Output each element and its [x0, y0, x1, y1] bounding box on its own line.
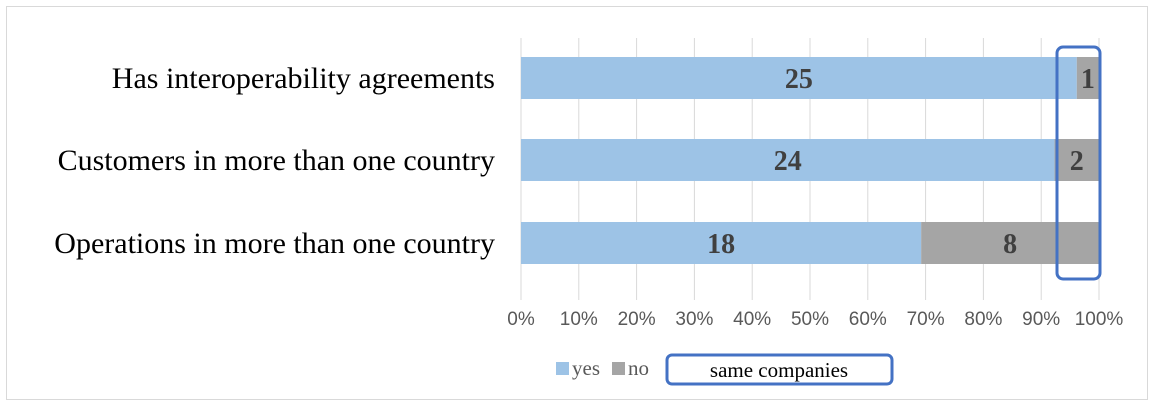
- x-tick-label: 10%: [560, 309, 598, 330]
- data-label: 1: [1081, 64, 1095, 95]
- bar-no: [1054, 139, 1099, 181]
- x-tick-label: 0%: [507, 309, 535, 330]
- category-label: Customers in more than one country: [58, 144, 495, 177]
- x-tick-label: 80%: [964, 309, 1002, 330]
- x-tick-label: 100%: [1075, 309, 1124, 330]
- legend-swatch-no: [612, 362, 625, 375]
- category-label: Has interoperability agreements: [112, 62, 495, 95]
- x-tick-label: 40%: [733, 309, 771, 330]
- bar-yes: [521, 57, 1077, 99]
- category-label: Operations in more than one country: [54, 227, 495, 260]
- data-label: 25: [785, 64, 813, 95]
- annotation-box: [665, 353, 894, 386]
- data-label: 2: [1070, 146, 1084, 177]
- legend: yes no: [556, 356, 649, 380]
- x-axis-ticks: 0% 10% 20% 30% 40% 50% 60% 70% 80% 90% 100%: [507, 309, 1123, 330]
- legend-label: no: [628, 356, 649, 380]
- bar-no: [1076, 57, 1099, 99]
- x-tick-label: 70%: [907, 309, 945, 330]
- highlight-box: [1055, 45, 1102, 281]
- bar-yes: [521, 139, 1055, 181]
- data-label: 18: [707, 229, 735, 260]
- annotation-text: same companies: [710, 358, 848, 382]
- x-tick-label: 50%: [791, 309, 829, 330]
- x-tick-label: 90%: [1022, 309, 1060, 330]
- bar-no: [921, 222, 1099, 264]
- data-label: 8: [1003, 229, 1017, 260]
- x-tick-label: 20%: [618, 309, 656, 330]
- legend-swatch-yes: [556, 362, 569, 375]
- x-tick-label: 60%: [849, 309, 887, 330]
- category-labels: Has interoperability agreements Customers…: [54, 62, 495, 260]
- data-labels: 25 1 24 2 18 8: [707, 64, 1095, 260]
- bars: [521, 57, 1099, 264]
- x-tick-label: 30%: [675, 309, 713, 330]
- annotation: same companies: [665, 45, 1102, 386]
- data-label: 24: [774, 146, 802, 177]
- legend-label: yes: [572, 356, 600, 380]
- bar-yes: [521, 222, 922, 264]
